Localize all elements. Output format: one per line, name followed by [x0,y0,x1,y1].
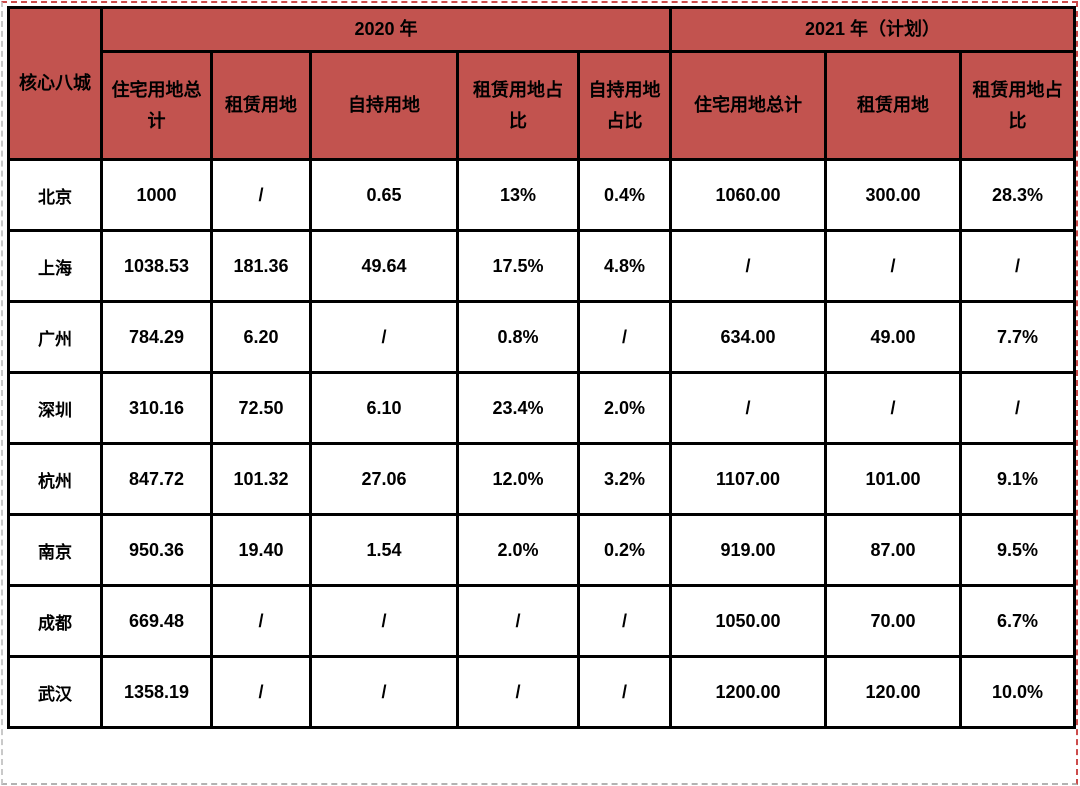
value-cell: 1050.00 [669,584,827,658]
city-cell: 武汉 [7,655,103,729]
table-row: 南京 950.36 19.40 1.54 2.0% 0.2% 919.00 87.00 9.5% [7,513,1076,587]
value-cell: 27.06 [309,442,459,516]
value-cell: 70.00 [824,584,962,658]
value-cell: 919.00 [669,513,827,587]
value-cell: / [456,584,580,658]
corner-header-core-cities: 核心八城 [7,6,103,161]
value-cell: 1.54 [309,513,459,587]
value-cell: 7.7% [959,300,1076,374]
city-cell: 成都 [7,584,103,658]
value-cell: 120.00 [824,655,962,729]
value-cell: 72.50 [210,371,312,445]
value-cell: / [959,229,1076,303]
value-cell: / [210,655,312,729]
value-cell: 1358.19 [100,655,213,729]
table-row: 上海 1038.53 181.36 49.64 17.5% 4.8% / / / [7,229,1076,303]
value-cell: / [959,371,1076,445]
value-cell: / [309,300,459,374]
value-cell: 12.0% [456,442,580,516]
table-row: 广州 784.29 6.20/0.8%/634.00 49.00 7.7% [7,300,1076,374]
value-cell: 2.0% [577,371,672,445]
column-header: 自持用地 [309,50,459,161]
group-header-2021-plan: 2021 年（计划） [669,6,1076,53]
value-cell: 1000 [100,158,213,232]
value-cell: 9.1% [959,442,1076,516]
table-row: 杭州 847.72 101.32 27.06 12.0% 3.2% 1107.00 101.0… [7,442,1076,516]
column-header: 租赁用地 [210,50,312,161]
value-cell: 101.00 [824,442,962,516]
value-cell: 87.00 [824,513,962,587]
value-cell: 0.8% [456,300,580,374]
value-cell: 17.5% [456,229,580,303]
value-cell: / [309,655,459,729]
value-cell: 669.48 [100,584,213,658]
value-cell: 1200.00 [669,655,827,729]
value-cell: 181.36 [210,229,312,303]
city-cell: 深圳 [7,371,103,445]
value-cell: / [577,300,672,374]
value-cell: 3.2% [577,442,672,516]
table-row: 武汉 1358.19// //1200.00 120.00 10.0% [7,655,1076,729]
value-cell: 6.10 [309,371,459,445]
city-cell: 杭州 [7,442,103,516]
value-cell: 950.36 [100,513,213,587]
value-cell: 0.4% [577,158,672,232]
table-row: 深圳 310.16 72.50 6.10 23.4% 2.0% / / / [7,371,1076,445]
value-cell: 634.00 [669,300,827,374]
column-header: 自持用地占比 [577,50,672,161]
column-header: 租赁用地占比 [456,50,580,161]
column-header: 住宅用地总计 [100,50,213,161]
value-cell: 49.00 [824,300,962,374]
value-cell: / [210,584,312,658]
value-cell: 13% [456,158,580,232]
value-cell: 847.72 [100,442,213,516]
value-cell: 1038.53 [100,229,213,303]
table-row: 成都 669.48// //1050.00 70.00 6.7% [7,584,1076,658]
city-cell: 北京 [7,158,103,232]
value-cell: / [824,371,962,445]
value-cell: 1107.00 [669,442,827,516]
land-supply-table: 核心八城 2020 年 2021 年（计划） 住宅用地总计 租赁用地 自持用地 租赁用… [7,6,1076,729]
value-cell: 1060.00 [669,158,827,232]
value-cell: 0.65 [309,158,459,232]
value-cell: / [456,655,580,729]
value-cell: 10.0% [959,655,1076,729]
value-cell: / [577,655,672,729]
value-cell: 6.20 [210,300,312,374]
value-cell: 49.64 [309,229,459,303]
column-header: 租赁用地占比 [959,50,1076,161]
value-cell: 28.3% [959,158,1076,232]
group-header-2020: 2020 年 [100,6,672,53]
city-cell: 广州 [7,300,103,374]
value-cell: 784.29 [100,300,213,374]
value-cell: 4.8% [577,229,672,303]
value-cell: / [824,229,962,303]
column-header: 租赁用地 [824,50,962,161]
value-cell: / [210,158,312,232]
value-cell: 310.16 [100,371,213,445]
value-cell: 2.0% [456,513,580,587]
column-header: 住宅用地总计 [669,50,827,161]
value-cell: 300.00 [824,158,962,232]
value-cell: 6.7% [959,584,1076,658]
city-cell: 上海 [7,229,103,303]
value-cell: / [309,584,459,658]
value-cell: / [577,584,672,658]
value-cell: 101.32 [210,442,312,516]
table-row: 北京 1000/0.65 13% 0.4% 1060.00 300.00 28.3% [7,158,1076,232]
value-cell: / [669,371,827,445]
city-cell: 南京 [7,513,103,587]
value-cell: / [669,229,827,303]
value-cell: 0.2% [577,513,672,587]
value-cell: 19.40 [210,513,312,587]
value-cell: 23.4% [456,371,580,445]
value-cell: 9.5% [959,513,1076,587]
